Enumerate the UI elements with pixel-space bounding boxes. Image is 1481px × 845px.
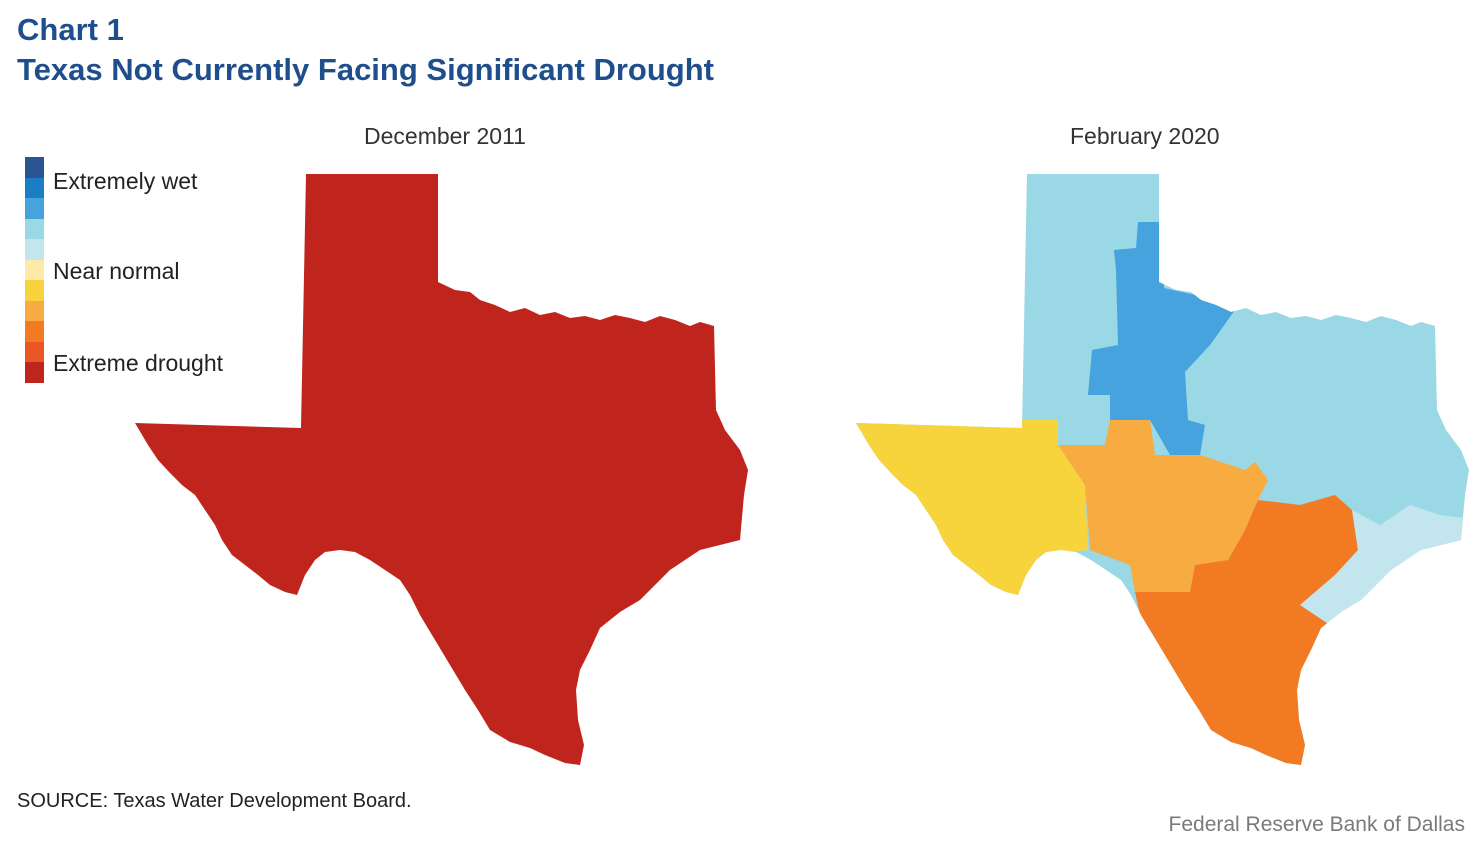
region-far-west xyxy=(856,420,1088,600)
legend-swatch xyxy=(25,198,44,219)
legend-swatch xyxy=(25,157,44,178)
map-title-december-2011: December 2011 xyxy=(364,123,526,149)
chart-title: Texas Not Currently Facing Significant D… xyxy=(17,52,714,87)
legend-swatch xyxy=(25,239,44,260)
legend-swatch xyxy=(25,259,44,280)
credit-federal-reserve-bank-of-dallas: Federal Reserve Bank of Dallas xyxy=(1168,813,1465,836)
legend-label-extremely-wet: Extremely wet xyxy=(53,168,198,194)
legend-swatch xyxy=(25,362,44,383)
legend-label-extreme-drought: Extreme drought xyxy=(53,350,224,376)
legend-swatch xyxy=(25,177,44,198)
region-west-central xyxy=(1088,222,1235,455)
map-title-february-2020: February 2020 xyxy=(1070,123,1220,149)
legend-swatch xyxy=(25,218,44,239)
legend-label-near-normal: Near normal xyxy=(53,258,180,284)
legend-swatch xyxy=(25,300,44,321)
legend-swatch xyxy=(25,341,44,362)
source-note: SOURCE: Texas Water Development Board. xyxy=(17,790,412,812)
legend-swatch xyxy=(25,280,44,301)
region-central xyxy=(1058,420,1268,592)
chart-number: Chart 1 xyxy=(17,12,124,47)
texas-map-december-2011 xyxy=(135,174,748,765)
legend-swatch xyxy=(25,321,44,342)
texas-map-february-2020 xyxy=(856,174,1469,765)
